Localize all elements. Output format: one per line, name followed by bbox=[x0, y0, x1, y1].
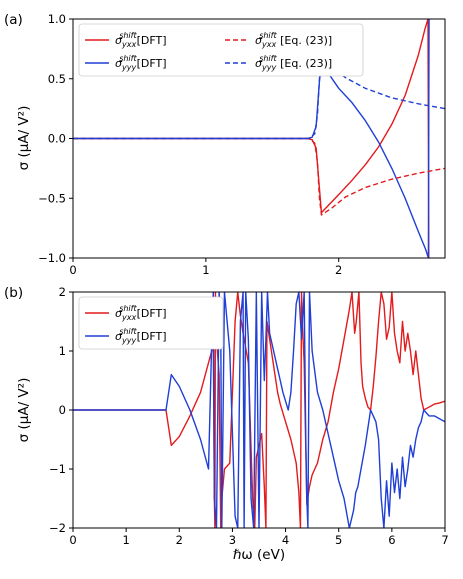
y-tick-label-b-0: −2 bbox=[49, 521, 66, 535]
y-tick-label-a-3: 0.5 bbox=[48, 72, 66, 86]
panel-a-label: (a) bbox=[4, 12, 23, 28]
y-tick-label-a-1: −0.5 bbox=[38, 191, 66, 205]
legend-entry-a-2: σyxxshift [Eq. (23)] bbox=[255, 31, 332, 49]
panel-a-ylabel: σ (μA/ V²) bbox=[16, 106, 32, 171]
x-tick-label-b-1: 1 bbox=[122, 533, 129, 547]
y-tick-label-a-0: −1.0 bbox=[38, 251, 66, 265]
panel-b-frame bbox=[72, 291, 446, 529]
legend-entry-b-1: σyyyshift[DFT] bbox=[115, 327, 167, 345]
panel-b-label: (b) bbox=[4, 285, 23, 301]
panel-b-ylabel: σ (μA/ V²) bbox=[16, 378, 32, 443]
x-tick-label-b-2: 2 bbox=[176, 533, 183, 547]
x-tick-label-b-7: 7 bbox=[441, 533, 448, 547]
legend-entry-a-0: σyxxshift[DFT] bbox=[115, 31, 167, 49]
series-line-a-1 bbox=[73, 19, 430, 258]
legend-box-b bbox=[78, 296, 224, 350]
y-tick-label-b-1: −1 bbox=[49, 462, 66, 476]
y-tick-label-b-2: 0 bbox=[59, 403, 66, 417]
x-tick-label-a-0: 0 bbox=[69, 263, 76, 277]
panel-a-frame bbox=[72, 18, 446, 259]
panel-b: (b) 0 1 2 3 4 5 6 7 −2 −1 0 1 2 σyxxshift[DFT] σyyysh… bbox=[4, 285, 449, 563]
x-tick-label-b-4: 4 bbox=[282, 533, 289, 547]
legend-entry-a-3: σyyyshift [Eq. (23)] bbox=[255, 54, 332, 72]
legend-box-a bbox=[78, 23, 364, 77]
y-tick-label-a-2: 0.0 bbox=[48, 132, 66, 146]
panel-b-xlabel: ℏω (eV) bbox=[233, 547, 285, 563]
panel-a: (a) 0 1 2 −1.0 −0.5 0.0 0.5 1.0 σyxxshift[DFT] σ… bbox=[4, 12, 446, 277]
y-tick-label-a-4: 1.0 bbox=[48, 12, 66, 26]
x-tick-label-a-2: 2 bbox=[335, 263, 342, 277]
x-tick-label-b-0: 0 bbox=[69, 533, 76, 547]
legend-entry-a-1: σyyyshift[DFT] bbox=[115, 54, 167, 72]
series-line-a-0 bbox=[73, 19, 430, 258]
x-tick-label-b-3: 3 bbox=[229, 533, 236, 547]
series-line-b-1 bbox=[73, 292, 445, 528]
series-line-a-2 bbox=[73, 137, 445, 216]
y-tick-label-b-4: 2 bbox=[59, 285, 66, 299]
y-tick-label-b-3: 1 bbox=[59, 344, 66, 358]
x-tick-label-b-5: 5 bbox=[335, 533, 342, 547]
x-tick-label-a-1: 1 bbox=[202, 263, 209, 277]
legend-entry-b-0: σyxxshift[DFT] bbox=[115, 304, 167, 322]
x-tick-label-b-6: 6 bbox=[388, 533, 395, 547]
